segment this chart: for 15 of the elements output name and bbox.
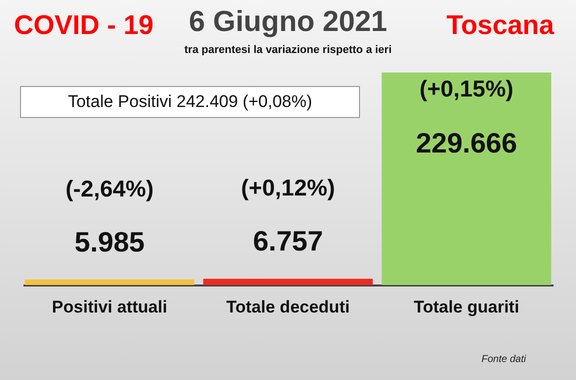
annotation: (+0,12%) bbox=[241, 174, 335, 201]
text: COVID - 19 bbox=[14, 10, 154, 41]
x-tick-label: Totale deceduti bbox=[226, 298, 350, 316]
chart-title: 6 Giugno 2021 bbox=[188, 6, 388, 38]
annotation: (-2,64%) bbox=[65, 175, 154, 202]
data-label: 229.666 bbox=[416, 128, 518, 159]
x-tick-label: Positivi attuali bbox=[52, 298, 168, 316]
chart-subtitle: tra parentesi la variazione rispetto a ieri bbox=[183, 44, 393, 56]
x-tick-label: Totale guariti bbox=[414, 298, 520, 316]
text-box: Totale Positivi 242.409 (+0,08%) bbox=[20, 86, 360, 118]
data-label: 6.757 bbox=[252, 226, 324, 257]
data-label: 5.985 bbox=[74, 226, 145, 258]
source-note: Fonte dati bbox=[482, 354, 526, 365]
annotation: (+0,15%) bbox=[419, 76, 514, 102]
text: Toscana bbox=[446, 10, 554, 41]
